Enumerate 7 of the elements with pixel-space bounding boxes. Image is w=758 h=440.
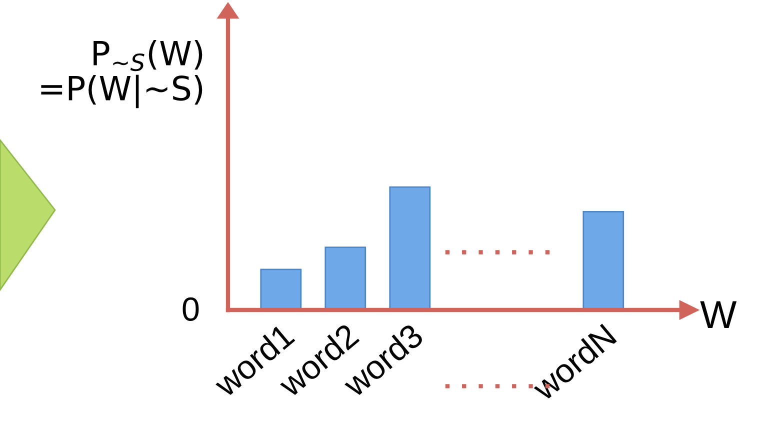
y-axis-title: P$_{∼S}$(W) =P(W|∼S) <box>41 40 202 108</box>
bar <box>389 186 431 310</box>
bar <box>324 246 366 310</box>
bar <box>260 268 302 310</box>
bar <box>582 210 624 310</box>
x-axis-title: W <box>700 301 737 328</box>
text: 0 <box>182 297 199 321</box>
